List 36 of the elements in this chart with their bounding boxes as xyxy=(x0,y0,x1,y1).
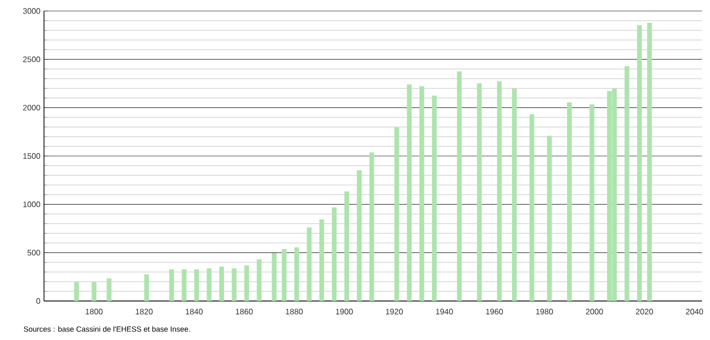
bar xyxy=(272,252,277,301)
bar xyxy=(306,227,312,301)
bar xyxy=(106,278,112,301)
bar xyxy=(419,86,424,301)
bar xyxy=(394,127,400,301)
bar xyxy=(256,259,262,301)
bar xyxy=(547,136,552,301)
bar xyxy=(456,71,462,301)
bar xyxy=(294,247,300,301)
bar xyxy=(344,191,350,301)
bar xyxy=(590,104,594,301)
bar xyxy=(432,96,437,301)
bar xyxy=(232,268,237,301)
bar xyxy=(624,66,630,301)
bar xyxy=(637,25,642,301)
bar xyxy=(244,265,250,301)
bar xyxy=(282,248,287,301)
bar xyxy=(92,282,96,301)
bar xyxy=(356,170,362,301)
bar xyxy=(530,114,534,301)
bar xyxy=(332,207,337,301)
bar xyxy=(144,274,149,301)
bar xyxy=(219,266,224,301)
bar xyxy=(182,269,186,301)
bar xyxy=(476,83,482,301)
bar xyxy=(206,268,212,301)
bar xyxy=(169,269,174,301)
bar xyxy=(406,84,412,301)
bar xyxy=(74,282,79,301)
bar xyxy=(647,22,652,301)
bar xyxy=(496,81,502,301)
bar xyxy=(369,152,374,301)
bar xyxy=(319,219,324,301)
bar xyxy=(194,269,199,301)
bar xyxy=(512,88,517,301)
bar xyxy=(567,102,572,301)
